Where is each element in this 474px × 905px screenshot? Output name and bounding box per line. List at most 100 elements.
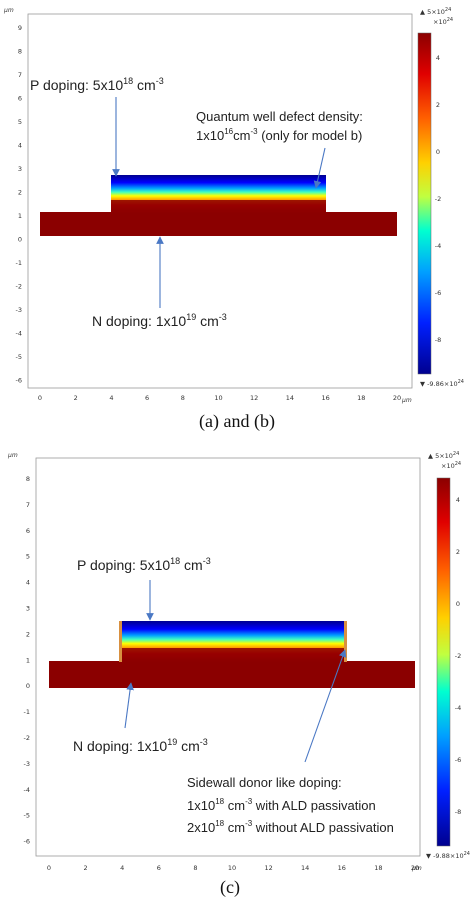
sidewall-right-c: [344, 621, 347, 662]
x-tick-label: 8: [193, 864, 197, 872]
axis-unit-c: µm: [7, 452, 18, 459]
y-tick-label: 6: [26, 527, 30, 535]
y-tick-label: 0: [26, 682, 30, 690]
y-tick-label: -6: [16, 377, 22, 385]
x-tick-label: 14: [286, 394, 294, 402]
colorbar-c: ▲ 5×1024 ×1024 4 2 0 -2 -4 -6 -8 ▼ -9.88×1024: [426, 451, 470, 860]
y-tick-label: 5: [26, 553, 30, 561]
x-tick-label: 12: [250, 394, 258, 402]
y-ticks-c: 8 7 6 5 4 3 2 1 0 -1 -2 -3 -4 -5 -6: [24, 475, 30, 846]
y-tick-label: -3: [24, 760, 30, 768]
substrate-c: [49, 661, 415, 688]
colorbar-min-ab: ▼ -9.86×1024: [420, 379, 464, 388]
caption-ab: (a) and (b): [199, 411, 275, 432]
y-tick-label: 3: [18, 165, 22, 173]
x-tick-label: 10: [214, 394, 222, 402]
colorbar-gradient-ab: [417, 32, 432, 375]
x-tick-label: 2: [84, 864, 88, 872]
x-tick-label: 20: [393, 394, 401, 402]
n-doping-label-ab: N doping: 1x1019 cm-3: [92, 312, 227, 329]
y-tick-label: 8: [26, 475, 30, 483]
y-tick-label: -2: [24, 734, 30, 742]
n-doping-arrow-c: [124, 682, 134, 729]
y-tick-label: -3: [16, 306, 22, 314]
y-tick-label: -5: [16, 353, 22, 361]
colorbar-tick-label: -8: [455, 808, 461, 816]
colorbar-max-c: ▲ 5×1024: [428, 451, 459, 460]
colorbar-tick-label: 2: [436, 101, 440, 109]
y-tick-label: -1: [24, 708, 30, 716]
y-tick-label: 2: [18, 189, 22, 197]
colorbar-tick-label: 0: [436, 148, 440, 156]
sidewall-label-line1: Sidewall donor like doping:: [187, 775, 342, 790]
x-tick-label: 4: [120, 864, 124, 872]
x-tick-label: 6: [145, 394, 149, 402]
colorbar-scale-ab: ×1024: [433, 17, 453, 26]
colorbar-tick-label: 4: [456, 496, 460, 504]
y-tick-label: 6: [18, 95, 22, 103]
x-tick-label: 20: [411, 864, 419, 872]
colorbar-tick-label: -6: [435, 289, 441, 297]
x-tick-label: 16: [321, 394, 329, 402]
y-tick-label: -2: [16, 283, 22, 291]
y-tick-label: 1: [26, 656, 30, 664]
y-tick-label: 3: [26, 605, 30, 613]
colorbar-ticks-ab: 4 2 0 -2 -4 -6 -8: [435, 54, 441, 344]
x-axis-unit-ab: µm: [401, 397, 412, 404]
x-tick-label: 16: [338, 864, 346, 872]
x-axis-unit-c: µm: [411, 865, 422, 872]
y-tick-label: 4: [18, 142, 22, 150]
x-tick-label: 0: [47, 864, 51, 872]
colorbar-tick-label: -4: [455, 704, 461, 712]
axis-unit-ab: µm: [3, 7, 14, 14]
sidewall-label-line3: 2x1018 cm-3 without ALD passivation: [187, 819, 394, 835]
p-doping-label-c: P doping: 5x1018 cm-3: [77, 556, 211, 573]
x-tick-label: 6: [157, 864, 161, 872]
colorbar-tick-label: -6: [455, 756, 461, 764]
sidewall-arrow-c: [304, 649, 347, 763]
y-tick-label: 2: [26, 630, 30, 638]
substrate-ab: [40, 212, 397, 236]
colorbar-ab: ▲ 5×1024 ×1024 4 2 0 -2 -4 -6 -8 ▼ -9.86×1024: [417, 7, 464, 388]
x-tick-label: 14: [301, 864, 309, 872]
colorbar-tick-label: -8: [435, 336, 441, 344]
y-tick-label: 5: [18, 118, 22, 126]
sidewall-left-c: [119, 621, 122, 662]
y-tick-label: 7: [18, 71, 22, 79]
colorbar-ticks-c: 4 2 0 -2 -4 -6 -8: [455, 496, 461, 816]
y-tick-label: 1: [18, 212, 22, 220]
caption-c: (c): [220, 877, 240, 898]
x-tick-label: 18: [357, 394, 365, 402]
qw-defect-label-line2: 1x1016cm-3 (only for model b): [196, 127, 362, 143]
x-tick-label: 0: [38, 394, 42, 402]
x-tick-label: 4: [109, 394, 113, 402]
x-ticks-c: 0 2 4 6 8 10 12 14 16 18 20: [47, 864, 419, 872]
y-tick-label: 9: [18, 24, 22, 32]
colorbar-tick-label: 2: [456, 548, 460, 556]
y-tick-label: 4: [26, 579, 30, 587]
y-tick-label: -4: [16, 330, 22, 338]
y-tick-label: -6: [24, 838, 30, 846]
colorbar-gradient-c: [436, 477, 451, 847]
x-tick-label: 8: [181, 394, 185, 402]
x-ticks-ab: 0 2 4 6 8 10 12 14 16 18 20: [38, 394, 401, 402]
mesa-bottom-c: [120, 648, 346, 662]
y-tick-label: -5: [24, 812, 30, 820]
colorbar-tick-label: -2: [435, 195, 441, 203]
qw-defect-arrow: [313, 147, 326, 189]
n-doping-label-c: N doping: 1x1019 cm-3: [73, 737, 208, 754]
qw-defect-label-line1: Quantum well defect density:: [196, 109, 363, 124]
y-tick-label: -4: [24, 786, 30, 794]
y-tick-label: 8: [18, 48, 22, 56]
x-tick-label: 2: [74, 394, 78, 402]
sidewall-label-line2: 1x1018 cm-3 with ALD passivation: [187, 797, 376, 813]
y-tick-label: -1: [16, 259, 22, 267]
y-tick-label: 7: [26, 501, 30, 509]
colorbar-tick-label: 4: [436, 54, 440, 62]
colorbar-tick-label: -4: [435, 242, 441, 250]
p-doping-label-ab: P doping: 5x1018 cm-3: [30, 76, 164, 93]
x-tick-label: 12: [264, 864, 272, 872]
colorbar-min-c: ▼ -9.88×1024: [426, 851, 470, 860]
